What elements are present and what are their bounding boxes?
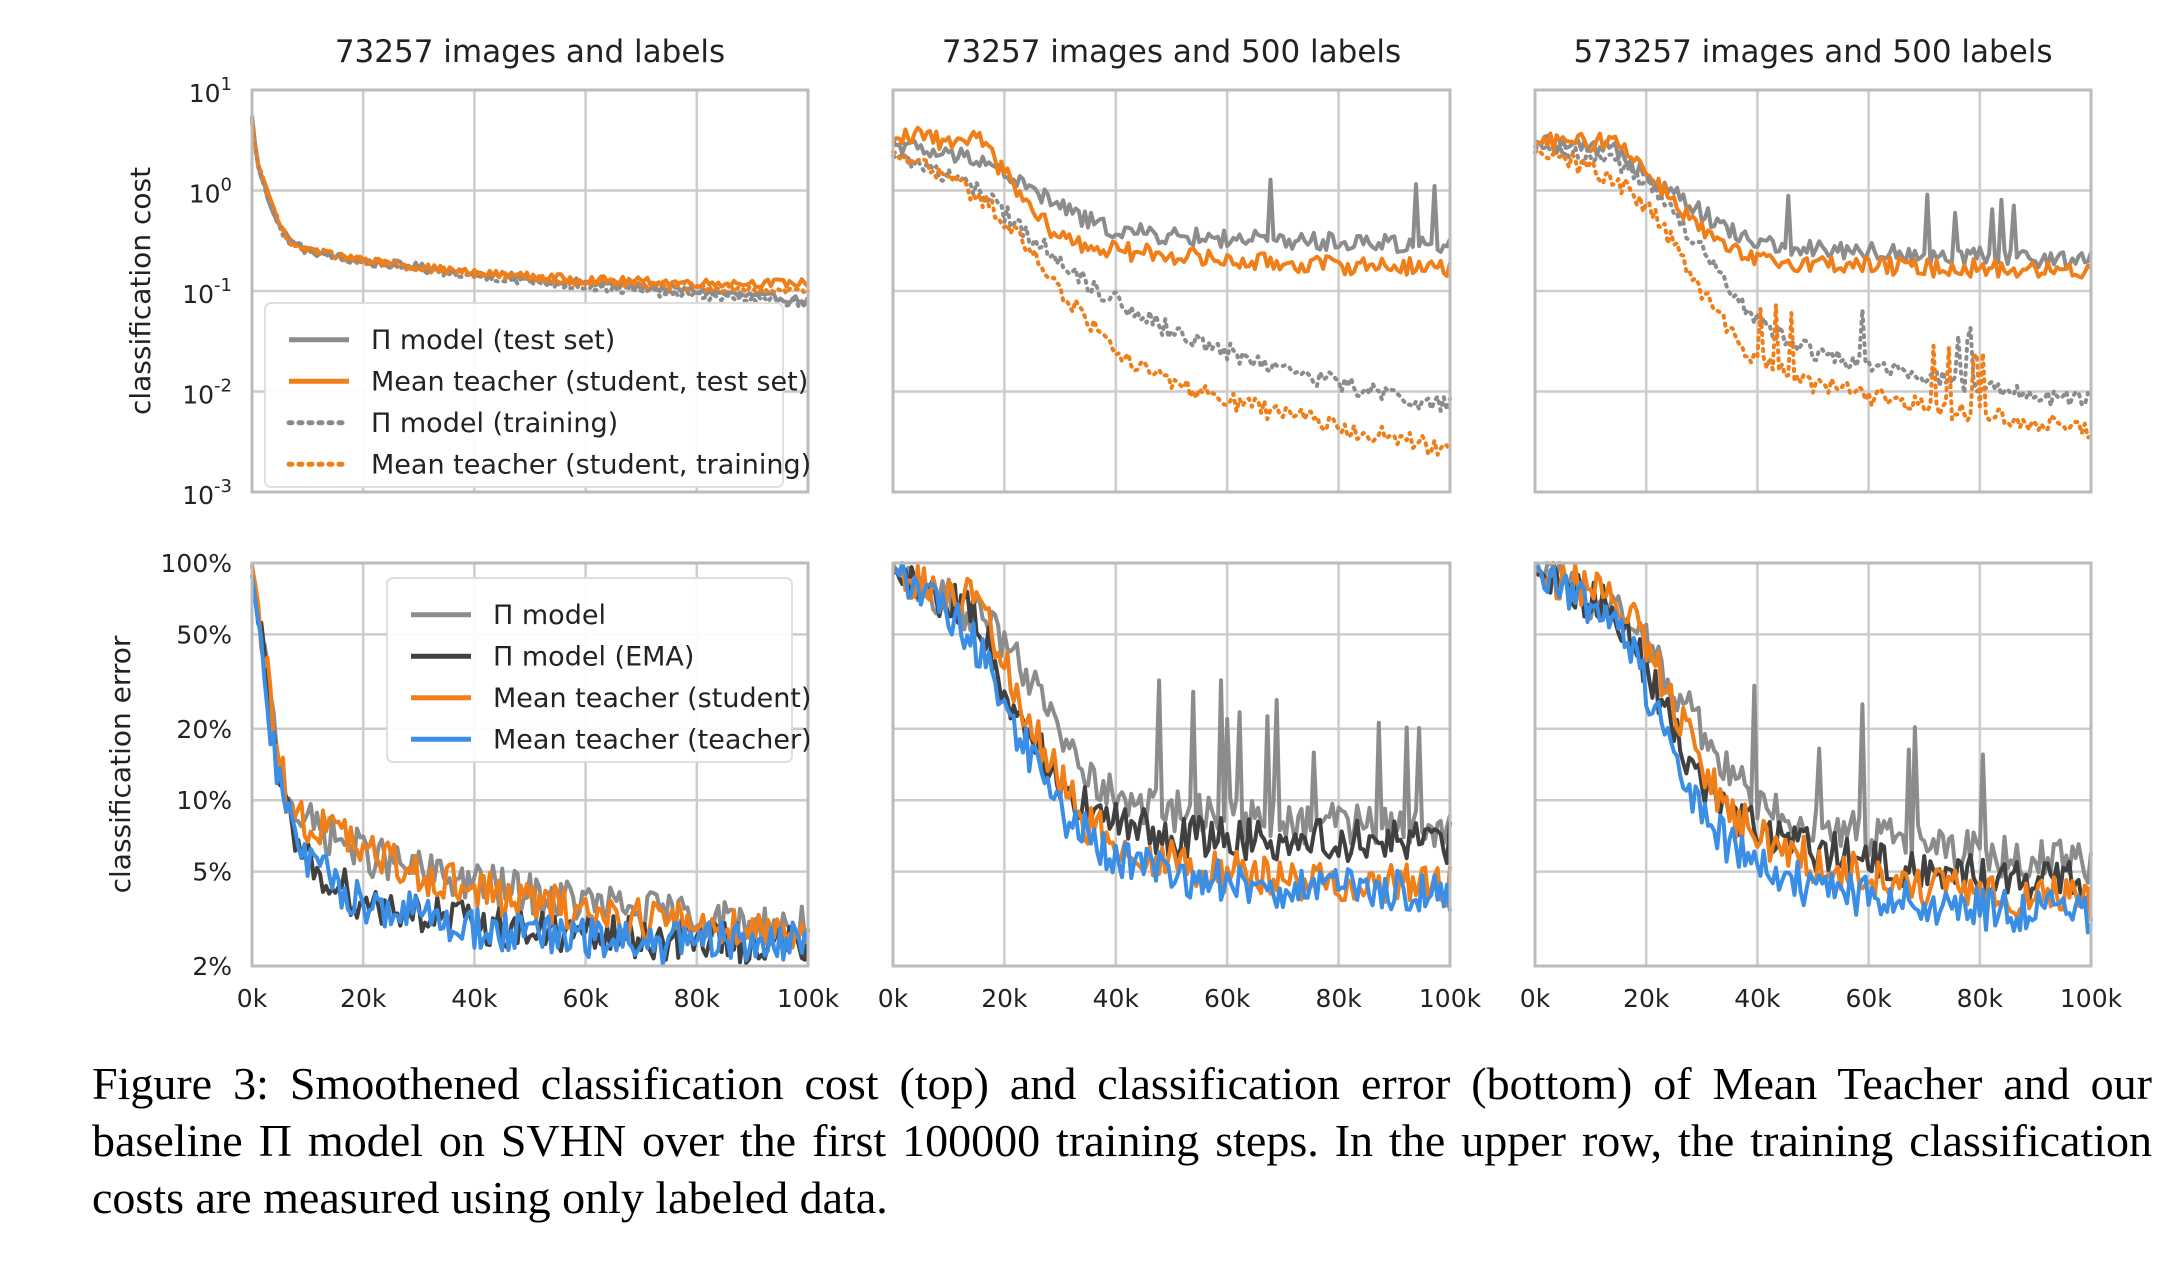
plot-frame	[1533, 561, 2093, 968]
series-line-model-test-set	[891, 139, 1452, 254]
plot-frame	[891, 88, 1452, 494]
y-tick-label: 10-1	[182, 275, 232, 309]
y-tick-label: 100%	[161, 549, 232, 578]
series-line-mean-teacher-student-training	[891, 150, 1452, 457]
x-tick-label: 100k	[777, 984, 840, 1013]
series-line-mean-teacher-student-test-set	[1533, 131, 2093, 280]
x-tick-label: 80k	[1315, 984, 1362, 1013]
legend-label: Π model (test set)	[371, 325, 615, 356]
x-tick-label: 60k	[1845, 984, 1892, 1013]
legend-label: Π model	[493, 600, 606, 631]
y-tick-label: 10%	[176, 786, 232, 815]
series-line-model-training	[1533, 139, 2093, 408]
x-tick-label: 40k	[1093, 984, 1140, 1013]
series-line-mean-teacher-student-test-set	[891, 125, 1452, 278]
y-tick-label: 10-2	[182, 376, 232, 410]
panel-title: 73257 images and labels	[335, 34, 725, 70]
x-tick-label: 60k	[1204, 984, 1251, 1013]
series-line-model	[891, 562, 1452, 849]
legend-box	[386, 577, 793, 763]
chart-panel-3: 573257 images and 500 labels	[1533, 34, 2093, 494]
y-tick-label: 5%	[192, 858, 232, 887]
chart-panel-1: 73257 images and labels 101 100 10-1 10-2 10-…	[124, 34, 810, 510]
y-tick-label: 10-3	[182, 476, 232, 510]
legend-label: Mean teacher (student, training)	[371, 449, 811, 480]
legend-label: Mean teacher (teacher)	[493, 724, 812, 755]
y-axis-label: classification cost	[124, 167, 157, 415]
chart-panel-6: 0k 20k 40k 60k 80k 100k	[1520, 561, 2123, 1013]
plot-frame	[250, 561, 810, 968]
legend-bottom: Π model Π model (EMA) Mean teacher (studen…	[386, 577, 812, 763]
legend-label: Π model (EMA)	[493, 641, 694, 672]
x-tick-label: 100k	[2060, 984, 2123, 1013]
x-tick-label: 80k	[674, 984, 721, 1013]
panel-title: 73257 images and 500 labels	[942, 34, 1401, 70]
y-tick-label: 20%	[176, 715, 232, 744]
plot-frame	[1533, 88, 2093, 494]
panel-title: 573257 images and 500 labels	[1573, 34, 2052, 70]
x-tick-label: 20k	[981, 984, 1028, 1013]
legend-label: Π model (training)	[371, 408, 618, 439]
y-tick-label: 2%	[192, 952, 232, 981]
series-line-mean-teacher-student-training	[250, 121, 810, 297]
legend-box	[264, 302, 784, 488]
series-line-model-training	[250, 117, 810, 309]
y-axis-label: classification error	[104, 635, 137, 893]
y-tick-label: 100	[189, 175, 232, 209]
series-line-mean-teacher-teacher	[250, 575, 810, 966]
y-tick-label: 50%	[176, 620, 232, 649]
x-tick-label: 40k	[1734, 984, 1781, 1013]
series-line-model-test-set	[1534, 133, 2093, 271]
y-tick-label: 101	[189, 74, 232, 108]
figure-caption: Figure 3: Smoothened classification cost…	[92, 1058, 2152, 1223]
x-tick-label: 20k	[340, 984, 387, 1013]
x-tick-label: 100k	[1419, 984, 1482, 1013]
series-line-mean-teacher-teacher	[1534, 564, 2093, 935]
x-tick-label: 40k	[451, 984, 498, 1013]
x-tick-label: 0k	[878, 984, 909, 1013]
x-tick-label: 0k	[237, 984, 268, 1013]
plot-frame	[250, 88, 810, 494]
series-line-mean-teacher-student	[250, 565, 810, 950]
chart-panel-2: 73257 images and 500 labels	[891, 34, 1452, 494]
plot-frame	[891, 561, 1452, 968]
x-tick-label: 60k	[562, 984, 609, 1013]
x-tick-label: 80k	[1957, 984, 2004, 1013]
chart-panel-4: 100% 50% 20% 10% 5% 2% classification error 0k 2…	[104, 549, 840, 1013]
series-line-mean-teacher-teacher	[892, 561, 1452, 913]
legend-top: Π model (test set) Mean teacher (student,…	[264, 302, 811, 488]
series-line-model	[250, 563, 810, 948]
figure: 73257 images and labels 101 100 10-1 10-2 10-…	[104, 34, 2123, 1013]
series-line-model-training	[891, 153, 1452, 413]
legend-label: Mean teacher (student, test set)	[371, 366, 808, 397]
series-line-mean-teacher-student-test-set	[250, 120, 810, 289]
chart-panel-5: 0k 20k 40k 60k 80k 100k	[878, 561, 1482, 1013]
x-tick-label: 0k	[1520, 984, 1551, 1013]
x-tick-label: 20k	[1623, 984, 1670, 1013]
series-line-mean-teacher-student-training	[1533, 147, 2093, 440]
legend-label: Mean teacher (student)	[493, 683, 811, 714]
